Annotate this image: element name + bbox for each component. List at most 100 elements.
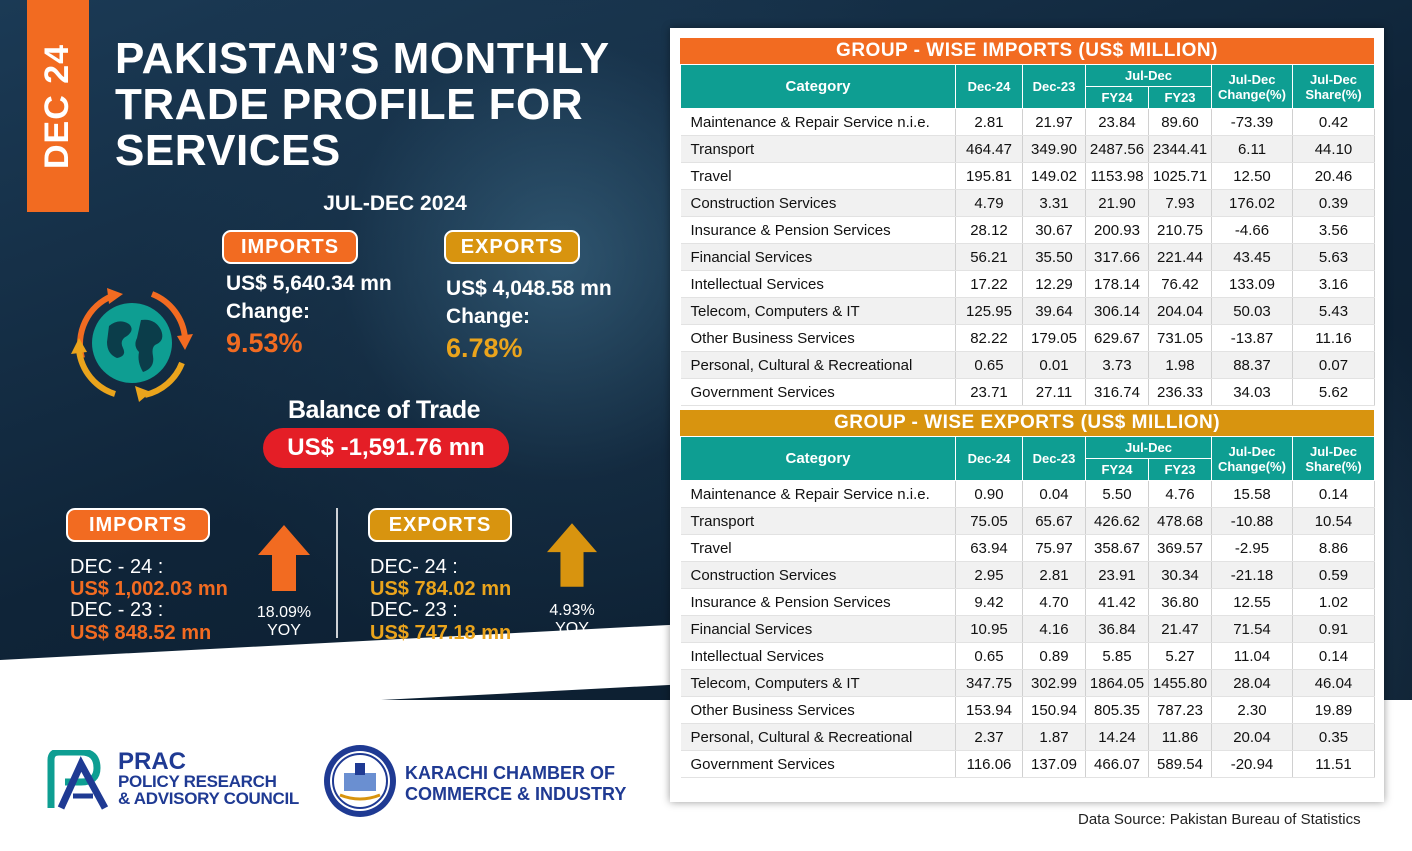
exports-cell-category: Transport xyxy=(680,507,956,535)
exports-cell-fy24: 36.84 xyxy=(1085,615,1149,643)
exports-cell-share: 0.14 xyxy=(1292,642,1375,670)
imports-table-row: Other Business Services 82.22 179.05 629.67… xyxy=(680,324,1375,352)
imports-cell-fy24: 23.84 xyxy=(1085,108,1149,136)
imports-table-row: Insurance & Pension Services 28.12 30.67 20… xyxy=(680,216,1375,244)
imports-table-row: Transport 464.47 349.90 2487.56 2344.41 6.11 4… xyxy=(680,135,1375,163)
exports-cell-fy23: 5.27 xyxy=(1148,642,1212,670)
exports-cell-change: 11.04 xyxy=(1211,642,1293,670)
exports-cell-fy24: 23.91 xyxy=(1085,561,1149,589)
imports-table-row: Government Services 23.71 27.11 316.74 236.3… xyxy=(680,378,1375,406)
imports-cell-change: 133.09 xyxy=(1211,270,1293,298)
exports-cell-category: Travel xyxy=(680,534,956,562)
imports-cell-share: 0.07 xyxy=(1292,351,1375,379)
exports-cell-dec23: 150.94 xyxy=(1022,696,1086,724)
imports-cell-dec23: 35.50 xyxy=(1022,243,1086,271)
imports-cell-fy24: 306.14 xyxy=(1085,297,1149,325)
exports-cell-dec23: 0.89 xyxy=(1022,642,1086,670)
imports-cell-change: 88.37 xyxy=(1211,351,1293,379)
imports-cell-share: 3.16 xyxy=(1292,270,1375,298)
imports-cell-fy24: 1153.98 xyxy=(1085,162,1149,190)
imports-cell-change: -13.87 xyxy=(1211,324,1293,352)
monthly-imports-line1: DEC - 24 : xyxy=(70,556,164,578)
exports-table-row: Construction Services 2.95 2.81 23.91 30.34-… xyxy=(680,561,1375,589)
monthly-imports-value2: US$ 848.52 mn xyxy=(70,622,212,644)
exports-table-row: Financial Services 10.95 4.16 36.84 21.47 71.… xyxy=(680,615,1375,643)
imports-cell-change: 6.11 xyxy=(1211,135,1293,163)
exports-cell-dec24: 2.95 xyxy=(955,561,1023,589)
imports-cell-change: 34.03 xyxy=(1211,378,1293,406)
exports-cell-dec24: 63.94 xyxy=(955,534,1023,562)
imports-col-dec24: Dec-24 xyxy=(955,64,1023,109)
monthly-imports-yoy-pct: 18.09% xyxy=(256,604,312,621)
imports-cell-category: Intellectual Services xyxy=(680,270,956,298)
exports-cell-dec23: 4.16 xyxy=(1022,615,1086,643)
imports-cell-dec23: 39.64 xyxy=(1022,297,1086,325)
exports-change-value: 6.78% xyxy=(446,333,523,363)
exports-table: Category Dec-24 Dec-23 Jul-Dec Jul-Dec C… xyxy=(680,436,1375,778)
exports-cell-fy24: 426.62 xyxy=(1085,507,1149,535)
imports-col-juldec: Jul-Dec xyxy=(1085,64,1212,87)
monthly-exports-value2: US$ 747.18 mn xyxy=(370,622,512,644)
imports-table-row: Financial Services 56.21 35.50 317.66 221.44… xyxy=(680,243,1375,271)
monthly-imports-line2: DEC - 23 : xyxy=(70,599,164,621)
imports-cell-fy23: 7.93 xyxy=(1148,189,1212,217)
exports-pill: EXPORTS xyxy=(444,230,580,264)
prac-title: PRAC xyxy=(118,748,187,775)
exports-cell-change: -2.95 xyxy=(1211,534,1293,562)
exports-cell-share: 10.54 xyxy=(1292,507,1375,535)
exports-total: US$ 4,048.58 mn xyxy=(446,277,612,300)
exports-cell-share: 46.04 xyxy=(1292,669,1375,697)
exports-cell-fy23: 787.23 xyxy=(1148,696,1212,724)
exports-cell-dec24: 75.05 xyxy=(955,507,1023,535)
exports-cell-category: Financial Services xyxy=(680,615,956,643)
imports-cell-category: Construction Services xyxy=(680,189,956,217)
exports-cell-change: 20.04 xyxy=(1211,723,1293,751)
imports-cell-category: Government Services xyxy=(680,378,956,406)
imports-change-value: 9.53% xyxy=(226,328,303,358)
imports-cell-fy23: 2344.41 xyxy=(1148,135,1212,163)
exports-cell-dec24: 0.65 xyxy=(955,642,1023,670)
imports-cell-category: Travel xyxy=(680,162,956,190)
monthly-divider xyxy=(336,508,338,638)
exports-cell-dec23: 137.09 xyxy=(1022,750,1086,778)
imports-cell-category: Personal, Cultural & Recreational xyxy=(680,351,956,379)
kcci-name-line1: KARACHI CHAMBER OF xyxy=(405,763,615,783)
exports-table-row: Insurance & Pension Services 9.42 4.70 41.4… xyxy=(680,588,1375,616)
exports-cell-dec24: 2.37 xyxy=(955,723,1023,751)
imports-cell-share: 5.63 xyxy=(1292,243,1375,271)
exports-cell-share: 1.02 xyxy=(1292,588,1375,616)
imports-cell-fy24: 2487.56 xyxy=(1085,135,1149,163)
imports-cell-dec24: 28.12 xyxy=(955,216,1023,244)
imports-cell-dec24: 23.71 xyxy=(955,378,1023,406)
exports-cell-fy23: 4.76 xyxy=(1148,480,1212,508)
exports-cell-fy24: 5.50 xyxy=(1085,480,1149,508)
exports-cell-change: 2.30 xyxy=(1211,696,1293,724)
monthly-exports-yoy: 4.93% YOY xyxy=(532,602,612,638)
imports-cell-change: -4.66 xyxy=(1211,216,1293,244)
exports-table-row: Maintenance & Repair Service n.i.e. 0.90 0… xyxy=(680,480,1375,508)
exports-cell-change: 71.54 xyxy=(1211,615,1293,643)
imports-cell-dec23: 27.11 xyxy=(1022,378,1086,406)
imports-cell-share: 0.42 xyxy=(1292,108,1375,136)
date-tab-label: DEC 24 xyxy=(38,43,77,169)
exports-cell-dec24: 347.75 xyxy=(955,669,1023,697)
monthly-exports-line2: DEC- 23 : xyxy=(370,599,458,621)
tables-panel: GROUP - WISE IMPORTS (US$ MILLION) Categ… xyxy=(670,28,1384,802)
exports-table-block: GROUP - WISE EXPORTS (US$ MILLION) Categ… xyxy=(680,410,1375,778)
up-arrow-icon xyxy=(258,525,310,591)
imports-cell-share: 5.62 xyxy=(1292,378,1375,406)
imports-cell-fy24: 3.73 xyxy=(1085,351,1149,379)
exports-cell-fy23: 36.80 xyxy=(1148,588,1212,616)
imports-table-row: Telecom, Computers & IT 125.95 39.64 306.14… xyxy=(680,297,1375,325)
imports-pill: IMPORTS xyxy=(222,230,358,264)
exports-cell-dec24: 116.06 xyxy=(955,750,1023,778)
exports-col-fy23: FY23 xyxy=(1148,458,1212,481)
up-arrow-icon xyxy=(547,523,597,587)
imports-cell-change: 176.02 xyxy=(1211,189,1293,217)
page-title: PAKISTAN’S MONTHLY TRADE PROFILE FOR SER… xyxy=(115,36,655,174)
period-label: JUL-DEC 2024 xyxy=(323,192,467,215)
imports-cell-fy24: 178.14 xyxy=(1085,270,1149,298)
imports-cell-dec23: 0.01 xyxy=(1022,351,1086,379)
imports-cell-fy23: 236.33 xyxy=(1148,378,1212,406)
imports-cell-change: 50.03 xyxy=(1211,297,1293,325)
